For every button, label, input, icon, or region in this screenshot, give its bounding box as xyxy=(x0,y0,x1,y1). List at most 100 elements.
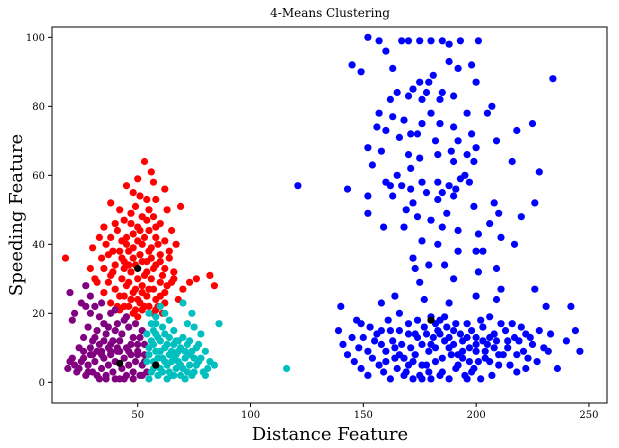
scatter-point-cluster-1 xyxy=(411,351,419,359)
scatter-point-cluster-1 xyxy=(434,195,442,204)
scatter-point-cluster-1 xyxy=(474,358,482,366)
scatter-point-cluster-4 xyxy=(158,368,167,376)
scatter-point-cluster-1 xyxy=(377,299,385,307)
scatter-point-cluster-1 xyxy=(386,327,394,335)
y-tick-label: 40 xyxy=(32,240,45,251)
y-tick-label: 0 xyxy=(39,378,45,389)
scatter-point-cluster-1 xyxy=(438,223,446,231)
scatter-point-cluster-3 xyxy=(134,351,142,359)
scatter-point-cluster-1 xyxy=(364,209,372,217)
scatter-point-cluster-1 xyxy=(407,344,415,352)
scatter-point-cluster-1 xyxy=(389,64,397,72)
scatter-point-cluster-4 xyxy=(210,361,218,369)
scatter-point-cluster-1 xyxy=(477,375,485,383)
scatter-point-cluster-1 xyxy=(445,57,453,66)
scatter-point-cluster-2 xyxy=(129,230,137,238)
scatter-point-cluster-1 xyxy=(490,344,498,352)
scatter-point-cluster-4 xyxy=(145,309,153,317)
scatter-point-cluster-3 xyxy=(95,313,103,321)
scatter-point-cluster-1 xyxy=(382,126,390,135)
scatter-point-cluster-1 xyxy=(454,247,462,255)
scatter-point-cluster-1 xyxy=(425,261,433,269)
scatter-point-cluster-1 xyxy=(436,120,444,128)
scatter-point-cluster-4 xyxy=(190,323,198,331)
scatter-point-cluster-1 xyxy=(441,313,449,321)
scatter-point-cluster-2 xyxy=(158,271,167,279)
scatter-point-cluster-2 xyxy=(127,209,135,217)
y-tick-label: 80 xyxy=(32,102,45,113)
scatter-point-cluster-1 xyxy=(465,344,473,352)
scatter-point-cluster-1 xyxy=(470,157,478,166)
scatter-point-cluster-4 xyxy=(179,333,187,342)
scatter-point-cluster-3 xyxy=(113,344,121,352)
scatter-point-cluster-1 xyxy=(382,347,390,355)
scatter-point-cluster-1 xyxy=(393,88,401,97)
scatter-point-cluster-3 xyxy=(82,302,90,310)
scatter-point-cluster-4 xyxy=(168,371,176,379)
scatter-point-cluster-2 xyxy=(102,240,110,248)
scatter-point-cluster-1 xyxy=(470,364,478,373)
scatter-point-cluster-2 xyxy=(206,271,214,279)
scatter-point-cluster-2 xyxy=(149,213,158,221)
scatter-point-cluster-4 xyxy=(174,347,182,355)
scatter-point-cluster-2 xyxy=(143,195,151,204)
scatter-point-cluster-4 xyxy=(177,361,185,369)
scatter-point-cluster-1 xyxy=(416,37,424,45)
centroid-point xyxy=(427,316,435,324)
scatter-point-cluster-1 xyxy=(413,316,422,324)
y-tick-label: 100 xyxy=(26,33,45,44)
scatter-point-cluster-2 xyxy=(111,220,119,228)
scatter-point-cluster-4 xyxy=(188,371,196,379)
scatter-point-cluster-4 xyxy=(192,361,200,369)
scatter-point-cluster-1 xyxy=(404,37,413,45)
scatter-point-cluster-2 xyxy=(154,240,162,248)
scatter-point-cluster-1 xyxy=(382,358,390,366)
scatter-point-cluster-2 xyxy=(120,302,128,310)
scatter-point-cluster-1 xyxy=(350,358,358,366)
scatter-point-cluster-2 xyxy=(86,264,94,273)
scatter-point-cluster-4 xyxy=(186,337,194,345)
scatter-point-cluster-1 xyxy=(456,37,464,45)
scatter-point-cluster-2 xyxy=(149,178,158,186)
scatter-point-cluster-1 xyxy=(413,333,422,342)
scatter-point-cluster-2 xyxy=(91,275,99,283)
scatter-point-cluster-1 xyxy=(359,333,367,342)
scatter-point-cluster-1 xyxy=(544,347,552,355)
scatter-point-cluster-1 xyxy=(373,330,381,338)
scatter-point-cluster-1 xyxy=(436,371,444,379)
x-tick-label: 50 xyxy=(131,410,144,421)
scatter-point-cluster-3 xyxy=(98,364,106,373)
scatter-point-cluster-4 xyxy=(201,371,209,379)
scatter-point-cluster-1 xyxy=(364,144,372,152)
scatter-point-cluster-2 xyxy=(134,237,142,245)
scatter-point-cluster-1 xyxy=(456,330,464,338)
scatter-point-cluster-4 xyxy=(197,330,205,338)
scatter-point-cluster-1 xyxy=(422,330,431,338)
scatter-point-cluster-1 xyxy=(465,358,473,366)
scatter-point-cluster-1 xyxy=(436,95,444,103)
scatter-point-cluster-2 xyxy=(116,206,124,214)
scatter-point-cluster-1 xyxy=(549,75,557,83)
scatter-point-cluster-1 xyxy=(418,361,426,369)
scatter-point-cluster-1 xyxy=(371,337,379,345)
scatter-point-cluster-1 xyxy=(418,120,426,128)
scatter-point-cluster-1 xyxy=(409,254,417,262)
scatter-point-cluster-4 xyxy=(283,364,291,373)
scatter-point-cluster-2 xyxy=(127,295,135,304)
scatter-point-cluster-2 xyxy=(134,313,142,321)
scatter-point-cluster-1 xyxy=(524,354,532,362)
scatter-point-cluster-1 xyxy=(337,302,345,310)
scatter-point-cluster-1 xyxy=(488,102,496,110)
scatter-point-cluster-1 xyxy=(438,88,446,97)
scatter-point-cluster-1 xyxy=(452,185,460,193)
scatter-point-cluster-1 xyxy=(492,337,501,345)
scatter-point-cluster-1 xyxy=(409,199,417,207)
scatter-point-cluster-4 xyxy=(204,364,212,373)
scatter-point-cluster-1 xyxy=(495,351,503,359)
scatter-point-cluster-2 xyxy=(161,264,169,273)
scatter-point-cluster-1 xyxy=(517,323,525,331)
scatter-point-cluster-1 xyxy=(463,375,471,383)
scatter-point-cluster-4 xyxy=(161,309,169,317)
scatter-point-cluster-1 xyxy=(492,137,501,145)
scatter-point-cluster-1 xyxy=(366,323,374,331)
